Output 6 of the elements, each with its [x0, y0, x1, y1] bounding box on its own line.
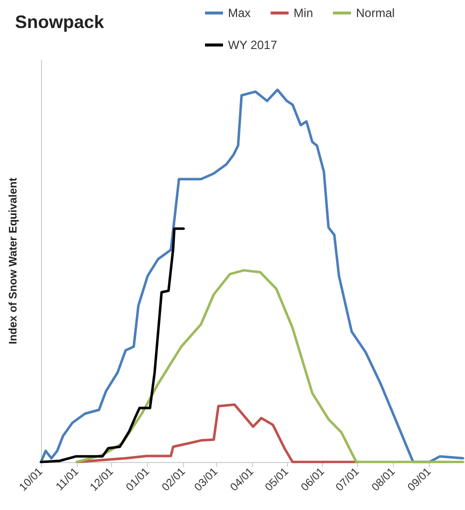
chart-title: Snowpack — [15, 12, 106, 32]
legend-label: Normal — [356, 6, 395, 20]
y-axis-title: Index of Snow Water Equivalent — [8, 177, 20, 344]
legend-label: Max — [228, 6, 251, 20]
legend-label: Min — [294, 6, 314, 20]
legend-label: WY 2017 — [228, 38, 278, 52]
